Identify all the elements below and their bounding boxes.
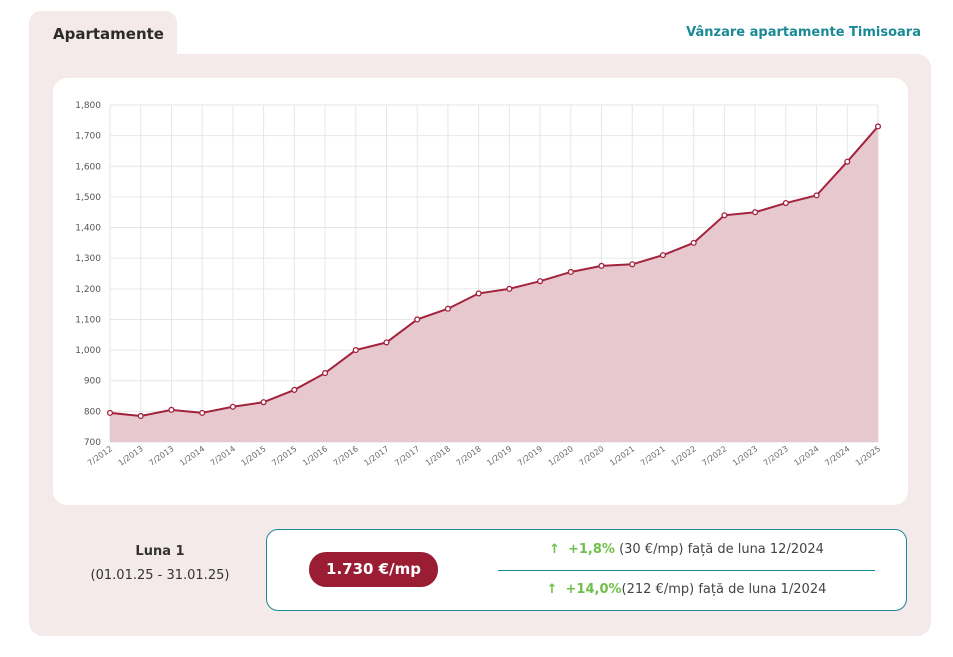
x-tick-label: 7/2013 <box>147 444 175 468</box>
data-point <box>137 412 144 420</box>
data-point <box>383 339 390 346</box>
data-point <box>414 316 421 323</box>
data-point <box>721 212 728 219</box>
x-tick-label: 1/2020 <box>547 444 575 468</box>
data-point <box>229 403 236 410</box>
data-point <box>106 409 114 416</box>
delta-percent: +1,8% <box>567 542 615 557</box>
x-tick-label: 7/2024 <box>823 444 851 468</box>
data-point <box>475 290 482 297</box>
data-point <box>874 123 882 130</box>
price-badge: 1.730 €/mp <box>309 552 438 587</box>
price-chart: 700 800 900 1,000 1,100 1,200 1,300 1,400 1,500 1… <box>75 101 882 468</box>
arrow-up-icon: ↑ <box>549 542 560 557</box>
delta-absolute: (212 €/mp) <box>621 582 695 597</box>
y-tick-label: 900 <box>84 377 101 387</box>
y-tick-label: 800 <box>84 407 101 417</box>
data-point <box>321 370 329 377</box>
data-point <box>659 252 667 259</box>
x-tick-label: 1/2015 <box>240 444 268 468</box>
x-tick-label: 1/2019 <box>485 444 513 468</box>
data-point <box>444 305 451 312</box>
delta-month: ↑ +1,8% (30 €/mp) față de luna 12/2024 <box>498 542 875 557</box>
chart-card: 700 800 900 1,000 1,100 1,200 1,300 1,400 1,500 1… <box>53 78 908 505</box>
data-point <box>506 285 513 292</box>
x-tick-label: 7/2019 <box>516 444 544 468</box>
y-tick-label: 1,300 <box>75 254 101 264</box>
delta-year: ↑ +14,0%(212 €/mp) față de luna 1/2024 <box>498 582 875 597</box>
x-tick-label: 7/2023 <box>762 444 790 468</box>
x-tick-label: 1/2024 <box>792 444 820 468</box>
data-point <box>352 347 359 354</box>
delta-percent: +14,0% <box>565 582 622 597</box>
x-tick-label: 7/2018 <box>455 444 483 468</box>
x-tick-label: 1/2017 <box>362 444 390 468</box>
data-point <box>629 261 636 268</box>
tab-label: Apartamente <box>53 25 164 43</box>
x-tick-label: 7/2017 <box>393 444 421 468</box>
data-point <box>537 278 544 285</box>
data-point <box>813 192 820 199</box>
y-tick-label: 700 <box>84 438 101 448</box>
x-tick-label: 1/2023 <box>731 444 759 468</box>
area-fill <box>110 126 878 443</box>
data-point <box>199 409 206 416</box>
series-line <box>109 125 879 417</box>
y-tick-label: 1,200 <box>75 285 101 295</box>
data-point <box>690 239 697 246</box>
x-tick-label: 1/2016 <box>301 444 329 468</box>
y-tick-label: 1,800 <box>75 101 101 111</box>
x-tick-label: 7/2022 <box>700 444 728 468</box>
delta-absolute: (30 €/mp) <box>619 542 684 557</box>
data-point <box>782 199 789 207</box>
period-title: Luna 1 <box>135 544 185 559</box>
x-tick-label: 7/2015 <box>270 444 298 468</box>
y-tick-label: 1,000 <box>75 346 101 356</box>
x-tick-label: 1/2014 <box>178 444 206 468</box>
data-point <box>168 406 175 413</box>
period-range: (01.01.25 - 31.01.25) <box>90 568 230 583</box>
x-tick-label: 1/2022 <box>670 444 698 468</box>
data-point <box>752 209 759 216</box>
y-tick-label: 1,700 <box>75 132 101 142</box>
data-point <box>598 262 605 269</box>
delta-text: față de luna 12/2024 <box>687 542 824 557</box>
delta-text: față de luna 1/2024 <box>698 582 827 597</box>
delta-divider <box>498 570 875 571</box>
y-tick-label: 1,400 <box>75 224 101 234</box>
data-point <box>260 399 267 406</box>
stats-box: 1.730 €/mp ↑ +1,8% (30 €/mp) față de luna… <box>266 529 907 611</box>
data-point <box>291 386 298 393</box>
x-tick-label: 7/2016 <box>332 444 360 468</box>
sale-apartments-link[interactable]: Vânzare apartamente Timisoara <box>686 25 921 40</box>
y-tick-label: 1,500 <box>75 193 101 203</box>
x-tick-label: 1/2013 <box>117 444 145 468</box>
data-point <box>567 268 574 276</box>
data-point <box>844 158 851 165</box>
x-tick-label: 7/2021 <box>639 444 667 468</box>
y-tick-label: 1,600 <box>75 162 101 172</box>
y-tick-label: 1,100 <box>75 315 101 325</box>
x-tick-label: 7/2014 <box>209 444 237 468</box>
period-info: Luna 1 (01.01.25 - 31.01.25) <box>68 540 252 588</box>
x-tick-label: 7/2020 <box>577 444 605 468</box>
arrow-up-icon: ↑ <box>546 582 558 597</box>
x-tick-label: 1/2021 <box>608 444 636 468</box>
x-tick-label: 1/2018 <box>424 444 452 468</box>
x-tick-label: 1/2025 <box>854 444 882 468</box>
tab-apartamente[interactable]: Apartamente <box>29 11 177 57</box>
